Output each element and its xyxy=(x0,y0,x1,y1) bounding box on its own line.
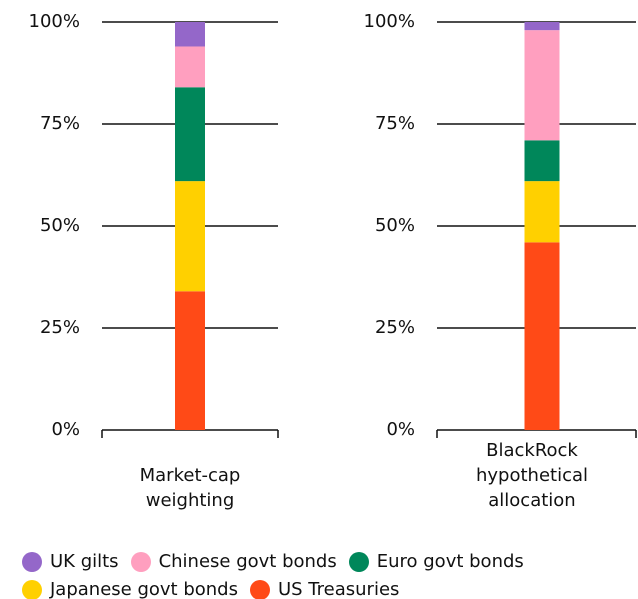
legend-label: Japanese govt bonds xyxy=(50,579,238,599)
legend-item: Chinese govt bonds xyxy=(130,548,337,576)
y-tick-label: 100% xyxy=(29,11,80,32)
legend-item: Euro govt bonds xyxy=(348,548,524,576)
y-tick-label: 100% xyxy=(364,11,415,32)
legend-swatch xyxy=(348,552,369,572)
legend-item: US Treasuries xyxy=(249,576,400,599)
legend-swatch xyxy=(130,552,151,572)
y-tick-label: 50% xyxy=(40,215,80,236)
legend-label: Euro govt bonds xyxy=(376,551,524,572)
x-tick-label: Market-cap weighting xyxy=(139,465,241,511)
y-tick-label: 75% xyxy=(375,113,415,134)
bar-segment xyxy=(524,242,560,430)
bar-segment xyxy=(175,46,205,88)
y-tick-label: 75% xyxy=(40,113,80,134)
bar-segment xyxy=(524,30,560,141)
bar-segment xyxy=(524,181,560,243)
y-tick-label: 0% xyxy=(386,419,415,440)
legend-label: UK gilts xyxy=(50,551,119,572)
legend-item: Japanese govt bonds xyxy=(22,576,238,599)
y-tick-label: 25% xyxy=(375,317,415,338)
legend-item: UK gilts xyxy=(22,548,119,576)
legend-swatch xyxy=(249,580,270,599)
bar-segment xyxy=(524,22,560,31)
legend-swatch xyxy=(22,552,42,572)
legend: UK gilts Chinese govt bonds Euro govt bond… xyxy=(22,548,638,599)
x-tick-label: BlackRock hypothetical allocation xyxy=(475,440,589,511)
legend-swatch xyxy=(22,580,42,599)
bar-segment xyxy=(524,140,560,182)
y-tick-label: 0% xyxy=(51,419,80,440)
y-tick-label: 50% xyxy=(375,215,415,236)
bar-segment xyxy=(175,291,205,430)
bar-segment xyxy=(175,87,205,182)
y-tick-label: 25% xyxy=(40,317,80,338)
bar-segment xyxy=(175,181,205,292)
legend-label: Chinese govt bonds xyxy=(158,551,337,572)
legend-label: US Treasuries xyxy=(277,579,400,599)
bar-segment xyxy=(175,22,205,47)
